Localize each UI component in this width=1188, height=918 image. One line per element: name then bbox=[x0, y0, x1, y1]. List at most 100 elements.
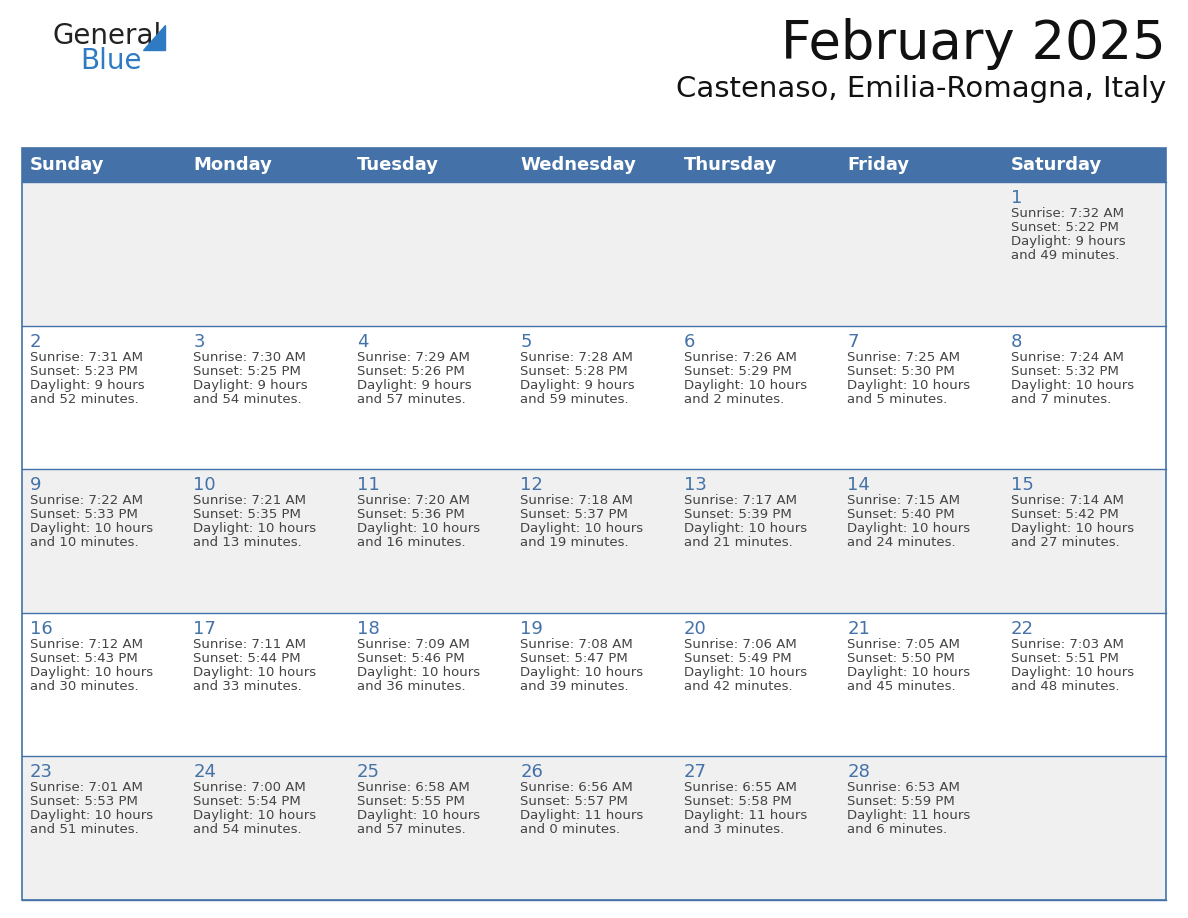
Text: Sunset: 5:54 PM: Sunset: 5:54 PM bbox=[194, 795, 302, 809]
Text: 5: 5 bbox=[520, 332, 532, 351]
Text: Daylight: 10 hours: Daylight: 10 hours bbox=[520, 666, 644, 678]
Text: Sunrise: 7:00 AM: Sunrise: 7:00 AM bbox=[194, 781, 307, 794]
Text: 4: 4 bbox=[356, 332, 368, 351]
Text: 24: 24 bbox=[194, 764, 216, 781]
Text: Daylight: 10 hours: Daylight: 10 hours bbox=[684, 522, 807, 535]
Text: Sunrise: 7:25 AM: Sunrise: 7:25 AM bbox=[847, 351, 960, 364]
Text: 21: 21 bbox=[847, 620, 870, 638]
Text: Daylight: 9 hours: Daylight: 9 hours bbox=[356, 378, 472, 392]
Text: 13: 13 bbox=[684, 476, 707, 494]
Text: Daylight: 10 hours: Daylight: 10 hours bbox=[30, 810, 153, 823]
Text: Sunrise: 7:22 AM: Sunrise: 7:22 AM bbox=[30, 494, 143, 508]
Text: Daylight: 10 hours: Daylight: 10 hours bbox=[684, 666, 807, 678]
Text: and 13 minutes.: and 13 minutes. bbox=[194, 536, 302, 549]
Text: Sunset: 5:22 PM: Sunset: 5:22 PM bbox=[1011, 221, 1118, 234]
Bar bbox=[23, 469, 1165, 613]
Text: Sunset: 5:59 PM: Sunset: 5:59 PM bbox=[847, 795, 955, 809]
Text: 22: 22 bbox=[1011, 620, 1034, 638]
Text: 28: 28 bbox=[847, 764, 870, 781]
Text: 3: 3 bbox=[194, 332, 204, 351]
Text: Sunset: 5:57 PM: Sunset: 5:57 PM bbox=[520, 795, 628, 809]
Text: Sunrise: 7:09 AM: Sunrise: 7:09 AM bbox=[356, 638, 469, 651]
Text: 19: 19 bbox=[520, 620, 543, 638]
Text: Daylight: 10 hours: Daylight: 10 hours bbox=[1011, 378, 1133, 392]
Text: and 54 minutes.: and 54 minutes. bbox=[194, 823, 302, 836]
Text: and 3 minutes.: and 3 minutes. bbox=[684, 823, 784, 836]
Text: Sunrise: 7:14 AM: Sunrise: 7:14 AM bbox=[1011, 494, 1124, 508]
Text: 15: 15 bbox=[1011, 476, 1034, 494]
Bar bbox=[23, 148, 1165, 900]
Bar bbox=[349, 148, 512, 182]
Text: Daylight: 10 hours: Daylight: 10 hours bbox=[356, 666, 480, 678]
Text: Sunset: 5:50 PM: Sunset: 5:50 PM bbox=[847, 652, 955, 665]
Text: and 2 minutes.: and 2 minutes. bbox=[684, 393, 784, 406]
Text: and 52 minutes.: and 52 minutes. bbox=[30, 393, 139, 406]
Text: Daylight: 10 hours: Daylight: 10 hours bbox=[847, 378, 971, 392]
Text: and 36 minutes.: and 36 minutes. bbox=[356, 680, 466, 693]
Text: Sunrise: 7:05 AM: Sunrise: 7:05 AM bbox=[847, 638, 960, 651]
Text: Sunrise: 7:11 AM: Sunrise: 7:11 AM bbox=[194, 638, 307, 651]
Text: Sunset: 5:44 PM: Sunset: 5:44 PM bbox=[194, 652, 301, 665]
Text: and 6 minutes.: and 6 minutes. bbox=[847, 823, 947, 836]
Text: Sunset: 5:33 PM: Sunset: 5:33 PM bbox=[30, 509, 138, 521]
Text: 20: 20 bbox=[684, 620, 707, 638]
Text: and 45 minutes.: and 45 minutes. bbox=[847, 680, 956, 693]
Text: Sunset: 5:37 PM: Sunset: 5:37 PM bbox=[520, 509, 628, 521]
Text: Sunset: 5:30 PM: Sunset: 5:30 PM bbox=[847, 364, 955, 377]
Text: Daylight: 10 hours: Daylight: 10 hours bbox=[30, 666, 153, 678]
Text: Daylight: 10 hours: Daylight: 10 hours bbox=[194, 522, 316, 535]
Text: and 59 minutes.: and 59 minutes. bbox=[520, 393, 628, 406]
Text: Daylight: 11 hours: Daylight: 11 hours bbox=[847, 810, 971, 823]
Text: Sunset: 5:25 PM: Sunset: 5:25 PM bbox=[194, 364, 302, 377]
Text: Sunset: 5:58 PM: Sunset: 5:58 PM bbox=[684, 795, 791, 809]
Text: Sunrise: 7:12 AM: Sunrise: 7:12 AM bbox=[30, 638, 143, 651]
Text: and 49 minutes.: and 49 minutes. bbox=[1011, 249, 1119, 262]
Text: Sunday: Sunday bbox=[30, 156, 105, 174]
Text: Daylight: 9 hours: Daylight: 9 hours bbox=[194, 378, 308, 392]
Text: Daylight: 10 hours: Daylight: 10 hours bbox=[30, 522, 153, 535]
Text: Sunrise: 7:26 AM: Sunrise: 7:26 AM bbox=[684, 351, 797, 364]
Text: Sunset: 5:55 PM: Sunset: 5:55 PM bbox=[356, 795, 465, 809]
Bar bbox=[23, 326, 1165, 469]
Text: 27: 27 bbox=[684, 764, 707, 781]
Text: 2: 2 bbox=[30, 332, 42, 351]
Text: Daylight: 10 hours: Daylight: 10 hours bbox=[847, 666, 971, 678]
Text: Sunset: 5:53 PM: Sunset: 5:53 PM bbox=[30, 795, 138, 809]
Text: Wednesday: Wednesday bbox=[520, 156, 636, 174]
Text: Daylight: 10 hours: Daylight: 10 hours bbox=[847, 522, 971, 535]
Text: 16: 16 bbox=[30, 620, 52, 638]
Text: Saturday: Saturday bbox=[1011, 156, 1101, 174]
Bar bbox=[23, 182, 1165, 326]
Text: Sunset: 5:26 PM: Sunset: 5:26 PM bbox=[356, 364, 465, 377]
Text: Sunset: 5:47 PM: Sunset: 5:47 PM bbox=[520, 652, 628, 665]
Bar bbox=[23, 148, 185, 182]
Text: Daylight: 11 hours: Daylight: 11 hours bbox=[520, 810, 644, 823]
Text: Daylight: 10 hours: Daylight: 10 hours bbox=[520, 522, 644, 535]
Text: Sunrise: 7:15 AM: Sunrise: 7:15 AM bbox=[847, 494, 960, 508]
Bar bbox=[23, 756, 1165, 900]
Text: Sunset: 5:43 PM: Sunset: 5:43 PM bbox=[30, 652, 138, 665]
Text: and 57 minutes.: and 57 minutes. bbox=[356, 393, 466, 406]
Text: Daylight: 10 hours: Daylight: 10 hours bbox=[194, 666, 316, 678]
Text: Sunset: 5:40 PM: Sunset: 5:40 PM bbox=[847, 509, 955, 521]
Text: Tuesday: Tuesday bbox=[356, 156, 438, 174]
Bar bbox=[512, 148, 676, 182]
Text: Sunrise: 6:58 AM: Sunrise: 6:58 AM bbox=[356, 781, 469, 794]
Text: Castenaso, Emilia-Romagna, Italy: Castenaso, Emilia-Romagna, Italy bbox=[676, 75, 1165, 103]
Text: Sunrise: 7:31 AM: Sunrise: 7:31 AM bbox=[30, 351, 143, 364]
Text: and 51 minutes.: and 51 minutes. bbox=[30, 823, 139, 836]
Text: Sunrise: 6:55 AM: Sunrise: 6:55 AM bbox=[684, 781, 797, 794]
Text: Sunset: 5:49 PM: Sunset: 5:49 PM bbox=[684, 652, 791, 665]
Text: Daylight: 10 hours: Daylight: 10 hours bbox=[356, 522, 480, 535]
Text: and 19 minutes.: and 19 minutes. bbox=[520, 536, 628, 549]
Text: Sunset: 5:29 PM: Sunset: 5:29 PM bbox=[684, 364, 791, 377]
Text: 12: 12 bbox=[520, 476, 543, 494]
Text: Sunset: 5:46 PM: Sunset: 5:46 PM bbox=[356, 652, 465, 665]
Text: and 21 minutes.: and 21 minutes. bbox=[684, 536, 792, 549]
Text: and 30 minutes.: and 30 minutes. bbox=[30, 680, 139, 693]
Text: Thursday: Thursday bbox=[684, 156, 777, 174]
Text: and 54 minutes.: and 54 minutes. bbox=[194, 393, 302, 406]
Text: and 24 minutes.: and 24 minutes. bbox=[847, 536, 956, 549]
Text: Sunrise: 7:08 AM: Sunrise: 7:08 AM bbox=[520, 638, 633, 651]
Bar bbox=[839, 148, 1003, 182]
